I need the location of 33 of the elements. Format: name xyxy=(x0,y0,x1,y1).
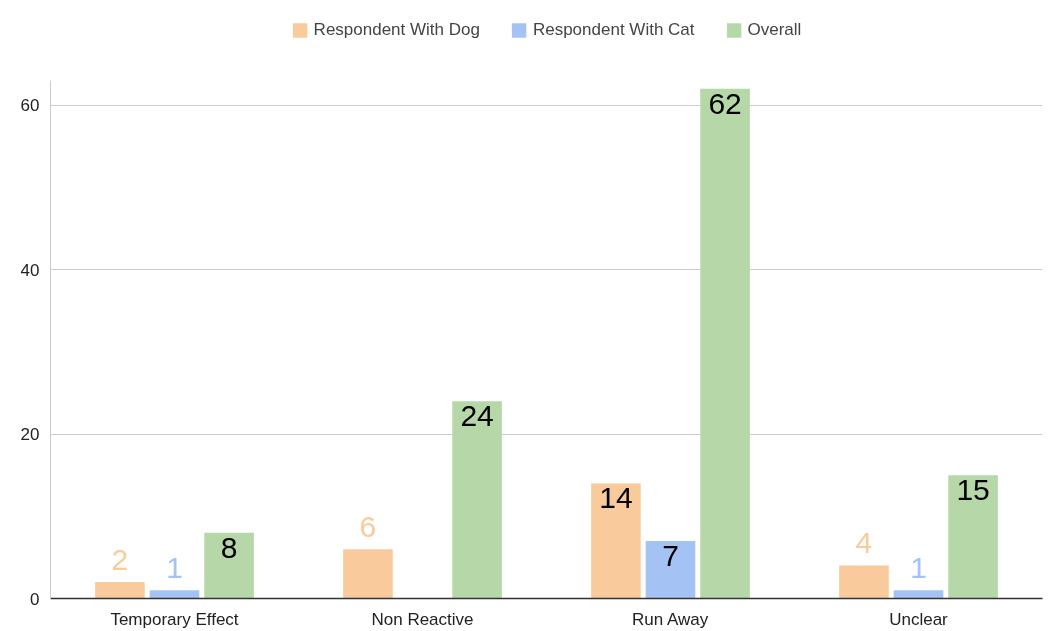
data-label: 2 xyxy=(111,542,129,576)
data-label: 1 xyxy=(166,550,183,584)
bar xyxy=(95,582,145,599)
data-label: 14 xyxy=(599,481,633,515)
legend-label: Overall xyxy=(747,20,802,40)
y-tick-label: 0 xyxy=(30,589,40,609)
data-label: 8 xyxy=(220,530,238,564)
data-label: 1 xyxy=(910,550,927,584)
bar xyxy=(839,565,889,599)
data-label: 7 xyxy=(662,538,679,572)
x-tick-label: Non Reactive xyxy=(371,609,474,629)
legend-label: Respondent With Cat xyxy=(532,20,695,40)
bar xyxy=(452,401,502,599)
y-tick-label: 40 xyxy=(20,260,40,280)
x-tick-label: Temporary Effect xyxy=(110,609,239,629)
bar xyxy=(645,540,696,599)
bar xyxy=(893,590,944,599)
bar xyxy=(700,88,750,599)
y-tick-label: 20 xyxy=(20,425,40,445)
legend-label: Respondent With Dog xyxy=(313,20,480,40)
bar xyxy=(591,483,641,599)
bar xyxy=(149,590,200,599)
data-label: 15 xyxy=(956,473,990,507)
bar xyxy=(948,475,998,599)
data-label: 4 xyxy=(855,526,873,560)
data-label: 62 xyxy=(708,86,742,120)
data-label: 24 xyxy=(460,399,494,433)
bar xyxy=(343,549,393,599)
x-tick-label: Run Away xyxy=(631,609,709,629)
x-tick-label: Unclear xyxy=(889,609,949,629)
bar xyxy=(204,532,254,599)
y-tick-label: 60 xyxy=(20,96,40,116)
data-label: 6 xyxy=(359,509,377,543)
